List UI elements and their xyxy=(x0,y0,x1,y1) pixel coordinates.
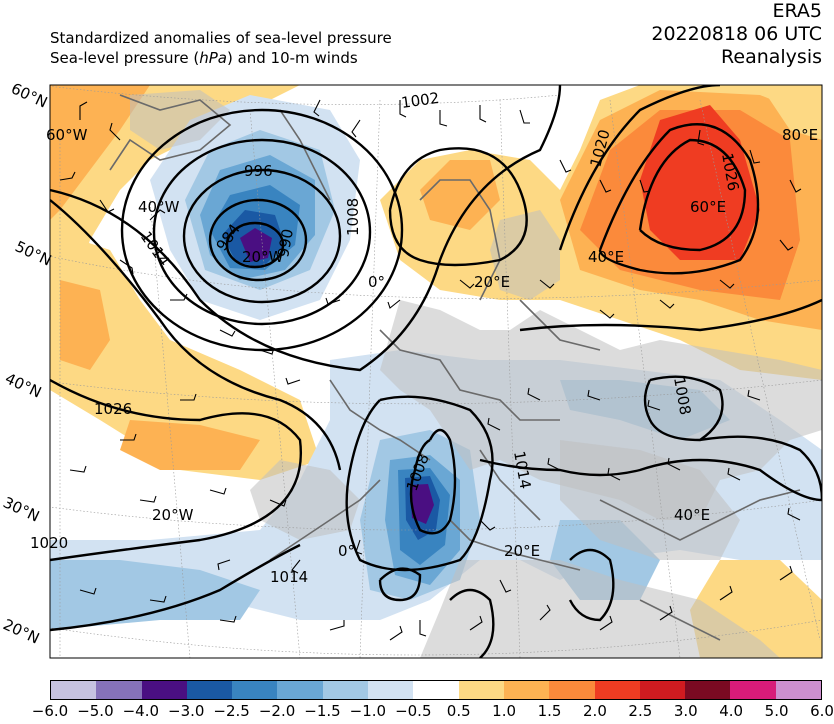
colorbar-tick-label: −0.5 xyxy=(395,702,432,720)
colorbar-swatch xyxy=(141,681,187,699)
colorbar-tick-label: 6.0 xyxy=(810,702,834,720)
lat-label-60n: 60°N xyxy=(8,79,50,111)
lon-label-20e-south: 20°E xyxy=(504,542,540,560)
isobar-label: 1020 xyxy=(30,534,68,552)
colorbar-swatch xyxy=(730,681,776,699)
wind-barbs xyxy=(59,99,802,641)
colorbar-tick-label: −2.0 xyxy=(258,702,296,720)
map-title: Standardized anomalies of sea-level pres… xyxy=(50,28,392,68)
colorbar-tick-label: −1.5 xyxy=(304,702,341,720)
lat-label-50n: 50°N xyxy=(12,237,54,269)
isobar-label: 990 xyxy=(274,227,297,258)
isobar-label: 1008 xyxy=(344,198,362,236)
title-line-2: Sea-level pressure (hPa) and 10-m winds xyxy=(50,49,358,67)
colorbar-swatch xyxy=(96,681,142,699)
colorbar-tick-label: 4.0 xyxy=(719,702,744,720)
lon-label-0-north: 0° xyxy=(368,273,385,291)
lat-label-40n: 40°N xyxy=(2,369,44,401)
colorbar-swatch xyxy=(277,681,323,699)
colorbar-tick-label: 0.5 xyxy=(446,702,471,720)
colorbar-swatch xyxy=(458,681,504,699)
title-line-1: Standardized anomalies of sea-level pres… xyxy=(50,29,392,47)
colorbar-swatch xyxy=(322,681,369,699)
colorbar-tick-label: −5.0 xyxy=(77,702,114,720)
colorbar-swatch xyxy=(51,681,97,699)
isobar-label: 1002 xyxy=(400,89,440,112)
lat-label-20n: 20°N xyxy=(0,615,42,647)
colorbar-tick-label: 5.0 xyxy=(764,702,789,720)
lon-label-40e-north: 40°E xyxy=(588,248,624,266)
colorbar-tick-label: −1.0 xyxy=(349,702,387,720)
colorbar-swatch xyxy=(232,681,278,699)
isobar-label: 1014 xyxy=(270,568,308,586)
colorbar-tick-label: −6.0 xyxy=(31,702,69,720)
colorbar xyxy=(50,680,822,700)
lon-label-0-south: 0° xyxy=(338,542,355,560)
colorbar-tick-label: 2.0 xyxy=(583,702,607,720)
colorbar-tick-label: 1.5 xyxy=(537,702,562,720)
colorbar-swatch xyxy=(186,681,233,699)
colorbar-tick-label: 1.0 xyxy=(492,702,517,720)
colorbar-swatch xyxy=(775,681,822,699)
colorbar-swatch xyxy=(685,681,731,699)
lon-label-40w: 40°W xyxy=(138,198,180,216)
colorbar-tick-label: 3.0 xyxy=(673,702,698,720)
colorbar-swatch xyxy=(549,681,595,699)
product-label: Reanalysis xyxy=(721,46,822,68)
colorbar-swatch xyxy=(413,681,459,699)
colorbar-ticks: −6.0 −5.0 −4.0 −3.0 −2.5 −2.0 −1.5 −1.0 −0.5 0.5 1… xyxy=(0,702,834,724)
lon-label-20w-south: 20°W xyxy=(152,506,194,524)
map-info: ERA5 20220818 06 UTC Reanalysis xyxy=(651,0,822,69)
lon-label-60w: 60°W xyxy=(46,126,88,144)
isobar-label: 996 xyxy=(244,162,273,180)
colorbar-swatch xyxy=(368,681,414,699)
colorbar-tick-label: 2.5 xyxy=(628,702,653,720)
colorbar-swatch xyxy=(639,681,686,699)
lon-label-60e: 60°E xyxy=(690,198,726,216)
isobar-label: 1026 xyxy=(94,400,132,418)
source-label: ERA5 xyxy=(772,0,822,22)
lon-label-80e: 80°E xyxy=(782,126,818,144)
colorbar-swatch xyxy=(594,681,640,699)
datetime-label: 20220818 06 UTC xyxy=(651,23,822,45)
colorbar-tick-label: −3.0 xyxy=(168,702,205,720)
lon-label-20w-north: 20°W xyxy=(242,248,284,266)
colorbar-swatch xyxy=(503,681,550,699)
lon-label-20e-north: 20°E xyxy=(474,273,510,291)
lat-label-30n: 30°N xyxy=(0,493,42,525)
lon-label-40e-south: 40°E xyxy=(674,506,710,524)
colorbar-tick-label: −2.5 xyxy=(213,702,250,720)
colorbar-tick-label: −4.0 xyxy=(122,702,160,720)
